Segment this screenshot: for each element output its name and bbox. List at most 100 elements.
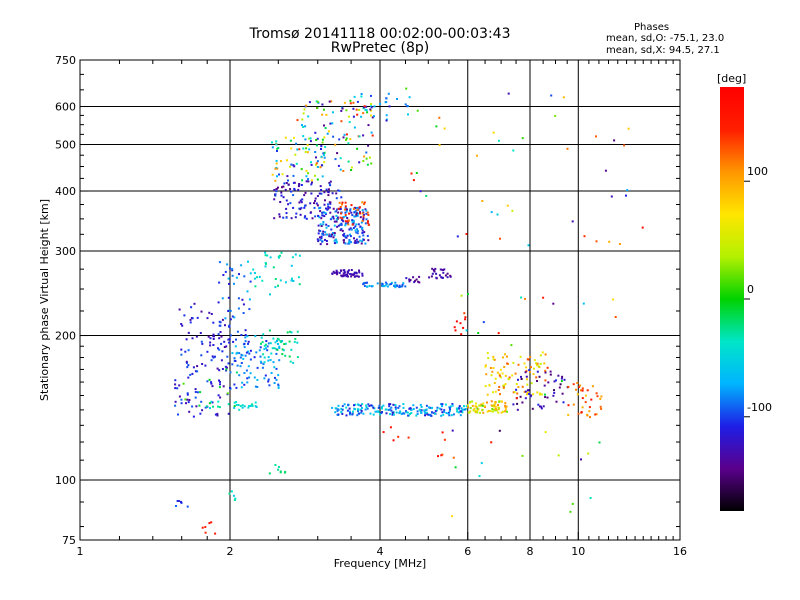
scatter-point [269, 293, 271, 296]
scatter-point [216, 412, 219, 415]
scatter-point [336, 225, 339, 228]
scatter-point [254, 277, 256, 280]
scatter-point [254, 401, 257, 404]
scatter-point [254, 285, 257, 288]
scatter-point [544, 396, 547, 398]
scatter-point [224, 324, 226, 327]
scatter-point [235, 338, 237, 341]
scatter-point [323, 161, 326, 164]
scatter-point [497, 411, 500, 414]
phase-info-x-mode: mean, sd,X: 94.5, 27.1 [606, 45, 720, 56]
scatter-point [348, 228, 351, 231]
scatter-point [264, 347, 267, 350]
scatter-point [244, 354, 247, 357]
scatter-point [304, 125, 307, 128]
scatter-point [389, 413, 391, 416]
scatter-point [253, 272, 256, 274]
scatter-point [320, 217, 323, 220]
scatter-point [524, 390, 527, 393]
scatter-point [430, 275, 433, 278]
scatter-point [262, 333, 265, 336]
scatter-point [348, 121, 351, 124]
scatter-point [502, 410, 504, 413]
colorbar-tick-label: 100 [747, 165, 768, 178]
scatter-point [516, 402, 519, 405]
x-tick-label: 8 [527, 545, 534, 558]
scatter-point [345, 109, 348, 112]
scatter-point [340, 212, 342, 215]
scatter-point [405, 87, 408, 90]
scatter-point [364, 108, 367, 111]
scatter-point [627, 127, 630, 130]
scatter-point [214, 532, 217, 535]
scatter-point [517, 363, 520, 366]
scatter-point [438, 407, 441, 410]
scatter-point [584, 401, 587, 404]
scatter-point [532, 367, 535, 370]
scatter-point [231, 315, 234, 318]
scatter-point [415, 172, 418, 174]
scatter-point [401, 285, 404, 288]
scatter-point [247, 406, 250, 409]
scatter-point [263, 377, 266, 380]
scatter-point [360, 227, 363, 230]
scatter-point [235, 276, 238, 279]
scatter-point [347, 115, 350, 118]
scatter-point [536, 370, 539, 373]
scatter-point [332, 217, 335, 220]
scatter-point [502, 387, 505, 390]
scatter-point [296, 148, 299, 151]
scatter-point [296, 119, 299, 122]
scatter-point [372, 413, 375, 416]
scatter-point [335, 197, 338, 200]
scatter-point [540, 393, 543, 396]
scatter-point [613, 139, 616, 142]
scatter-point [292, 206, 295, 209]
scatter-point [274, 286, 277, 289]
scatter-point [366, 407, 369, 410]
scatter-point [324, 238, 326, 241]
scatter-point [239, 365, 242, 368]
scatter-point [231, 268, 234, 271]
scatter-point [385, 119, 388, 122]
scatter-point [581, 406, 584, 409]
scatter-point [229, 334, 232, 337]
scatter-point [276, 339, 278, 342]
scatter-point [354, 275, 357, 278]
scatter-point [393, 413, 395, 416]
scatter-point [402, 282, 405, 285]
scatter-point [328, 206, 331, 209]
scatter-point [514, 372, 517, 375]
scatter-point [321, 113, 324, 116]
scatter-point [313, 206, 316, 209]
scatter-point [497, 404, 499, 407]
scatter-point [264, 254, 267, 257]
scatter-point [241, 298, 244, 301]
scatter-point [442, 271, 445, 274]
scatter-point [382, 431, 385, 434]
scatter-point [446, 272, 449, 275]
scatter-point [612, 298, 615, 301]
scatter-point [194, 388, 197, 391]
scatter-point [294, 337, 297, 340]
scatter-point [444, 403, 447, 406]
scatter-point [444, 274, 447, 277]
scatter-point [412, 408, 415, 410]
scatter-point [498, 429, 501, 432]
scatter-point [367, 239, 370, 242]
x-tick-label: 1 [77, 545, 84, 558]
scatter-point [242, 312, 245, 314]
scatter-point [280, 194, 283, 197]
scatter-point [492, 405, 495, 408]
scatter-point [282, 216, 285, 219]
scatter-point [515, 388, 518, 391]
scatter-point [325, 223, 328, 226]
scatter-point [279, 254, 281, 257]
scatter-point [484, 365, 487, 368]
scatter-point [242, 303, 245, 306]
scatter-point [544, 353, 547, 356]
scatter-point [276, 150, 278, 152]
scatter-point [335, 269, 338, 272]
scatter-point [358, 235, 361, 238]
scatter-point [320, 189, 323, 191]
